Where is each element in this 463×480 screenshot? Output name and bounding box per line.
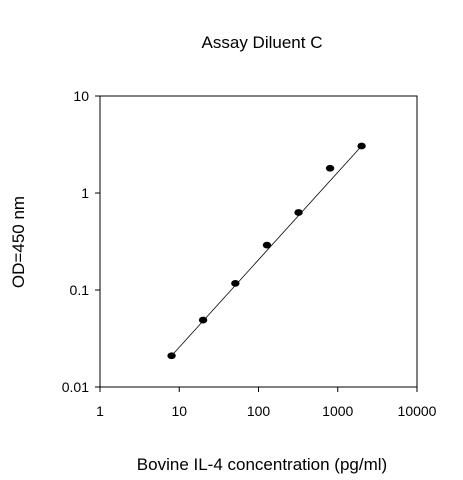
chart-title: Assay Diluent C bbox=[202, 33, 323, 52]
data-point bbox=[357, 142, 366, 150]
data-point bbox=[294, 209, 303, 216]
x-tick-label: 1 bbox=[96, 403, 104, 419]
plot-frame bbox=[99, 95, 418, 388]
data-point bbox=[231, 279, 240, 287]
fit-line-group bbox=[171, 145, 362, 357]
data-point bbox=[325, 164, 335, 172]
x-tick-label: 100 bbox=[247, 403, 271, 419]
data-points bbox=[167, 142, 366, 360]
y-tick-label: 0.1 bbox=[70, 282, 90, 298]
x-tick-label: 10 bbox=[171, 403, 187, 419]
fit-line bbox=[171, 145, 362, 357]
y-tick-label: 0.01 bbox=[62, 379, 89, 395]
data-point bbox=[198, 316, 208, 324]
y-axis: 0.01 0.1 1 10 bbox=[62, 88, 100, 395]
x-axis-label: Bovine IL-4 concentration (pg/ml) bbox=[137, 455, 387, 474]
data-point bbox=[167, 352, 176, 360]
x-axis: 1 10 100 1000 10000 bbox=[96, 387, 437, 419]
y-tick-label: 10 bbox=[73, 88, 89, 104]
y-tick-label: 1 bbox=[81, 185, 89, 201]
x-tick-label: 1000 bbox=[322, 403, 353, 419]
x-tick-label: 10000 bbox=[398, 403, 437, 419]
data-point bbox=[262, 241, 272, 249]
y-axis-label: OD=450 nm bbox=[9, 196, 28, 288]
